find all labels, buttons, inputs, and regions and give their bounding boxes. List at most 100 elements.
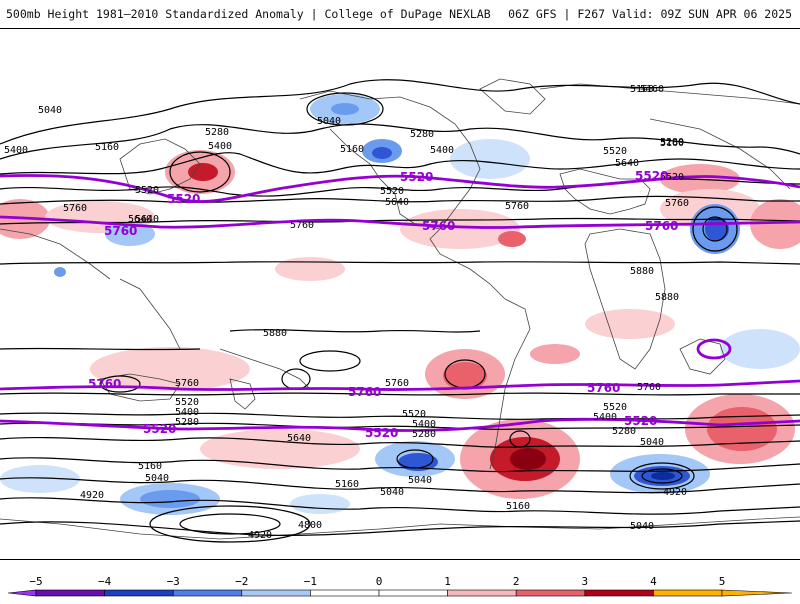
contour-label-highlight: 5760 (422, 219, 455, 233)
contour-label-highlight: 5760 (88, 377, 121, 391)
contour-label: 5040 (408, 475, 432, 486)
colorbar-segment (378, 589, 448, 597)
colorbar-segments (7, 589, 793, 597)
contour-label: 5040 (630, 521, 654, 532)
contour-label: 5520 (660, 172, 684, 183)
colorbar-segment (447, 589, 517, 597)
map-panel: 5040 5160 5400 5280 5160 5040 5280 5160 … (0, 28, 800, 560)
contour-label: 5520 (175, 397, 199, 408)
colorbar-tick-label: 3 (581, 575, 588, 588)
contour-label: 5040 (38, 105, 62, 116)
contour-label: 5880 (630, 266, 654, 277)
contour-label: 5040 (380, 487, 404, 498)
colorbar-tick-label: 4 (650, 575, 657, 588)
colorbar-tick-label: −4 (98, 575, 112, 588)
contour-label-highlight: 5520 (143, 422, 176, 436)
contour-label: 5160 (660, 138, 684, 149)
colorbar-segment (653, 589, 723, 597)
contour-label: 4920 (80, 490, 104, 501)
contour-label: 5760 (175, 378, 199, 389)
contour-label: 5280 (412, 429, 436, 440)
colorbar-segment (35, 589, 105, 597)
contour-label: 5760 (290, 220, 314, 231)
colorbar-segment (584, 589, 654, 597)
contour-label: 5160 (506, 501, 530, 512)
contour-label: 5520 (402, 409, 426, 420)
colorbar-tick-label: 0 (376, 575, 383, 588)
colorbar-tick-label: 2 (513, 575, 520, 588)
contour-label-highlight: 5760 (587, 381, 620, 395)
colorbar-high-arrow (721, 589, 793, 597)
contour-label: 5880 (263, 328, 287, 339)
contour-label: 5400 (208, 141, 232, 152)
anomaly-map: 5040 5160 5400 5280 5160 5040 5280 5160 … (0, 29, 800, 559)
contour-label: 5280 (205, 127, 229, 138)
contour-label: 5640 (385, 197, 409, 208)
contour-label-highlight: 5760 (104, 224, 137, 238)
contour-label: 5400 (430, 145, 454, 156)
contour-label: 5760 (665, 198, 689, 209)
contour-label-highlight: 5760 (645, 219, 678, 233)
contour-label: 5160 (335, 479, 359, 490)
contour-label: 5280 (612, 426, 636, 437)
contour-label: 5640 (135, 214, 159, 225)
contour-label: 5400 (4, 145, 28, 156)
contour-labels-black: 5040 5160 5400 5280 5160 5040 5280 5160 … (4, 84, 689, 541)
colorbar-graphic: −5 −4 −3 −2 −1 0 1 2 3 4 5 (7, 575, 793, 597)
contour-label-highlight: 5760 (348, 385, 381, 399)
contour-label: 5520 (380, 186, 404, 197)
model-run-info: 06Z GFS | F267 Valid: 09Z SUN APR 06 202… (508, 7, 792, 21)
contour-label: 5760 (385, 378, 409, 389)
colorbar-tick-label: −1 (304, 575, 317, 588)
contour-label: 5280 (175, 417, 199, 428)
contour-label: 5640 (615, 158, 639, 169)
contour-label: 5280 (660, 137, 684, 148)
colorbar-segment (172, 589, 243, 597)
contour-label: 5760 (637, 382, 661, 393)
colorbar-segment (241, 589, 311, 597)
colorbar-segment (310, 589, 380, 597)
contour-label: 5400 (593, 412, 617, 423)
coastline-layer (0, 78, 800, 540)
contour-label: 5520 (603, 146, 627, 157)
contour-label: 4920 (248, 530, 272, 541)
contour-label-highlight: 5520 (635, 169, 668, 183)
contour-label-highlight: 5520 (167, 192, 200, 206)
contour-label: 5040 (640, 437, 664, 448)
highlight-contours (0, 174, 800, 432)
contour-label: 5640 (287, 433, 311, 444)
contour-label: 4920 (663, 487, 687, 498)
colorbar-tick-label: −3 (167, 575, 180, 588)
colorbar-tick-label: −5 (29, 575, 42, 588)
contour-label: 5880 (655, 292, 679, 303)
colorbar-low-arrow (7, 589, 37, 597)
map-title: 500mb Height 1981–2010 Standardized Anom… (6, 7, 491, 21)
colorbar-segment (104, 589, 174, 597)
contour-label: 5520 (135, 185, 159, 196)
contour-label: 5760 (63, 203, 87, 214)
colorbar: −5 −4 −3 −2 −1 0 1 2 3 4 5 (0, 570, 800, 600)
contour-label: 5400 (412, 419, 436, 430)
contour-label: 5160 (340, 144, 364, 155)
colorbar-tick-label: 5 (719, 575, 726, 588)
colorbar-segment (515, 589, 586, 597)
contour-label-highlight: 5520 (624, 414, 657, 428)
contour-label: 5400 (175, 407, 199, 418)
contour-label: 5040 (145, 473, 169, 484)
colorbar-ticks: −5 −4 −3 −2 −1 0 1 2 3 4 5 (29, 575, 725, 588)
contour-label: 5280 (410, 129, 434, 140)
contour-labels-purple: 5520 5520 5760 5520 5520 5760 5760 5760 … (88, 169, 678, 440)
contour-label: 5040 (317, 116, 341, 127)
map-header: 500mb Height 1981–2010 Standardized Anom… (0, 0, 800, 28)
contour-label: 5640 (128, 214, 152, 225)
contour-label-highlight: 5520 (400, 170, 433, 184)
contour-label: 5760 (505, 201, 529, 212)
contour-label: 4800 (298, 520, 322, 531)
contour-label: 5160 (640, 84, 664, 95)
contour-label: 5160 (95, 142, 119, 153)
colorbar-tick-label: −2 (235, 575, 248, 588)
contour-label: 5520 (603, 402, 627, 413)
contour-label: 5160 (138, 461, 162, 472)
contour-label-highlight: 5520 (365, 426, 398, 440)
contour-label: 5160 (630, 84, 654, 95)
